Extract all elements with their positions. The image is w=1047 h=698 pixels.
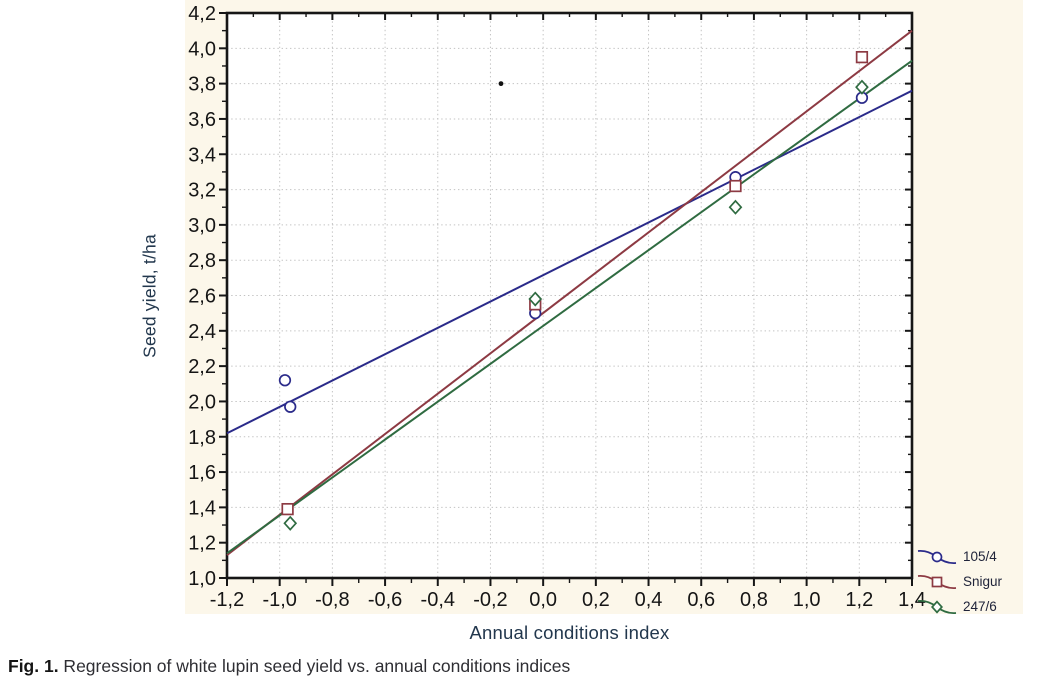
data-point-snigur	[855, 50, 869, 64]
x-tick-label: 0,0	[529, 589, 557, 611]
y-tick-label: 1,4	[188, 497, 216, 519]
x-tick-label: -1,0	[262, 589, 296, 611]
x-tick-label: 0,6	[687, 589, 715, 611]
y-tick-label: 4,0	[188, 38, 216, 60]
y-tick-label: 3,2	[188, 180, 216, 202]
y-tick-label: 2,4	[188, 321, 216, 343]
x-tick-label: 1,2	[845, 589, 873, 611]
regression-line-snigur	[226, 29, 913, 556]
legend-item-snigur: Snigur	[916, 569, 1002, 594]
data-point-247-6	[855, 79, 869, 95]
data-point-snigur	[729, 179, 742, 193]
y-tick-label: 2,0	[188, 391, 216, 413]
legend-marker-square-icon	[917, 574, 957, 589]
x-tick-label: -0,6	[368, 589, 402, 611]
x-tick-label: -0,4	[421, 589, 455, 611]
regression-line-105-4	[226, 89, 913, 435]
y-tick-label: 1,8	[188, 427, 216, 449]
x-tick-label: -0,8	[315, 589, 349, 611]
plot-area	[227, 13, 912, 578]
y-tick-label: 1,0	[188, 568, 216, 590]
y-tick-label: 1,6	[188, 462, 216, 484]
data-point-105-4	[284, 400, 297, 413]
legend-marker-diamond-icon	[917, 599, 957, 614]
data-point-247-6	[283, 515, 298, 531]
legend-marker	[931, 551, 943, 562]
x-tick-label: 0,8	[740, 589, 768, 611]
data-point-247-6	[728, 199, 743, 215]
x-tick-label: 1,4	[898, 589, 926, 611]
x-axis-title: Annual conditions index	[469, 622, 670, 643]
regression-line-247-6	[226, 59, 913, 555]
x-tick-label: 0,4	[635, 589, 663, 611]
y-axis-title: Seed yield, t/ha	[139, 234, 160, 358]
y-tick-label: 4,2	[188, 3, 216, 25]
caption-prefix: Fig. 1.	[8, 656, 59, 676]
x-tick-label: -1,2	[210, 589, 244, 611]
y-tick-label: 2,6	[188, 286, 216, 308]
figure-caption: Fig. 1. Regression of white lupin seed y…	[8, 656, 570, 677]
x-tick-label: 1,0	[793, 589, 821, 611]
y-tick-label: 3,8	[188, 74, 216, 96]
data-point-snigur	[281, 502, 294, 516]
stray-dot	[498, 81, 504, 87]
legend-item-105-4: 105/4	[916, 544, 1002, 569]
x-tick-label: 0,2	[582, 589, 610, 611]
data-point-105-4	[278, 374, 292, 387]
scatter-plot: -1,2 -1,0 -0,8 -0,6 -0,4 -0,2 0,0 0,2 0,4 0,6 0,8 1…	[188, 3, 926, 611]
y-tick-label: 3,0	[188, 215, 216, 237]
legend-marker-circle-icon	[917, 549, 957, 564]
legend-label: Snigur	[963, 574, 1003, 589]
caption-text: Regression of white lupin seed yield vs.…	[58, 656, 571, 676]
legend-marker	[931, 576, 943, 587]
plot-frame	[225, 11, 914, 580]
y-tick-label: 3,4	[188, 144, 216, 166]
legend-item-247-6: 247/6	[916, 594, 1002, 619]
y-tick-label: 2,2	[188, 356, 216, 378]
legend-label: 105/4	[963, 549, 997, 564]
x-tick-label: -0,2	[473, 589, 507, 611]
y-tick-label: 2,8	[188, 250, 216, 272]
legend-label: 247/6	[963, 599, 997, 614]
data-point-247-6	[528, 291, 543, 307]
legend-marker	[931, 599, 943, 614]
y-tick-label: 1,2	[188, 533, 216, 555]
legend: 105/4 Snigur 247/6	[916, 544, 1002, 619]
y-tick-label: 3,6	[188, 109, 216, 131]
